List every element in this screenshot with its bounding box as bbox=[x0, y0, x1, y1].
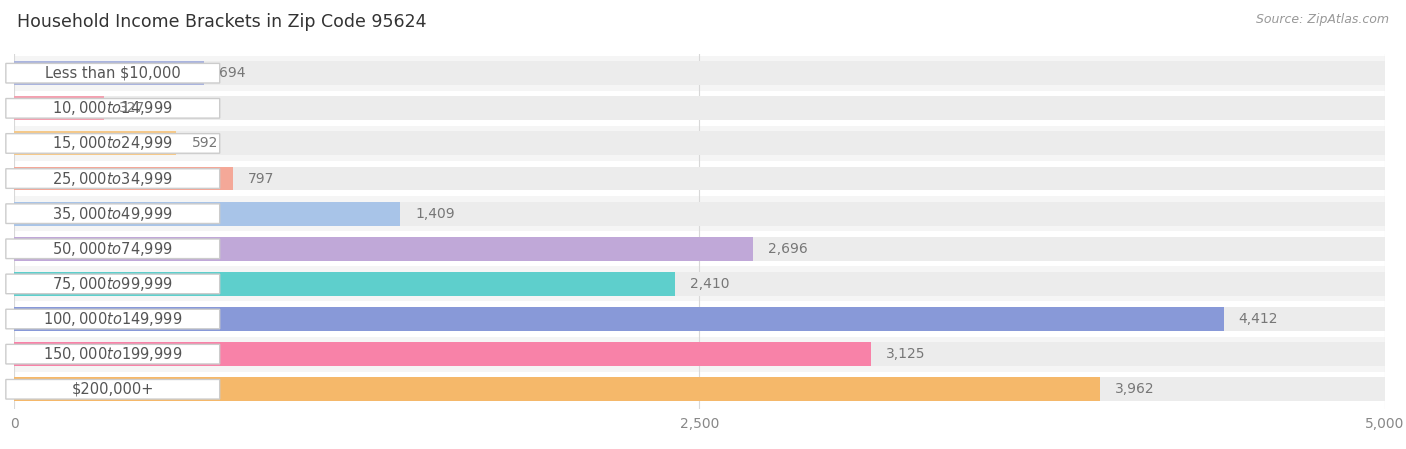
Bar bbox=[14, 61, 1385, 85]
Text: Less than $10,000: Less than $10,000 bbox=[45, 66, 180, 81]
Text: 4,412: 4,412 bbox=[1239, 312, 1278, 326]
FancyBboxPatch shape bbox=[6, 134, 219, 153]
Text: 327: 327 bbox=[118, 101, 145, 115]
Text: $10,000 to $14,999: $10,000 to $14,999 bbox=[52, 99, 173, 117]
Bar bbox=[14, 202, 1385, 225]
Bar bbox=[14, 301, 1385, 337]
Bar bbox=[14, 196, 1385, 231]
Bar bbox=[14, 132, 176, 155]
FancyBboxPatch shape bbox=[6, 239, 219, 259]
FancyBboxPatch shape bbox=[6, 379, 219, 399]
Bar bbox=[14, 377, 1385, 401]
Bar bbox=[14, 266, 1385, 301]
Text: Household Income Brackets in Zip Code 95624: Household Income Brackets in Zip Code 95… bbox=[17, 13, 426, 31]
Bar bbox=[14, 307, 1385, 331]
Bar bbox=[14, 132, 1385, 155]
Bar bbox=[14, 237, 1385, 261]
Text: $25,000 to $34,999: $25,000 to $34,999 bbox=[52, 170, 173, 188]
Text: 2,696: 2,696 bbox=[768, 242, 808, 256]
Text: $50,000 to $74,999: $50,000 to $74,999 bbox=[52, 240, 173, 258]
Text: $15,000 to $24,999: $15,000 to $24,999 bbox=[52, 134, 173, 152]
Bar bbox=[14, 97, 1385, 120]
Bar bbox=[14, 202, 401, 225]
Bar bbox=[14, 272, 675, 296]
Bar bbox=[14, 342, 1385, 366]
Text: Source: ZipAtlas.com: Source: ZipAtlas.com bbox=[1256, 13, 1389, 26]
FancyBboxPatch shape bbox=[6, 309, 219, 329]
Text: 592: 592 bbox=[191, 136, 218, 150]
Bar bbox=[14, 377, 1101, 401]
Text: $35,000 to $49,999: $35,000 to $49,999 bbox=[52, 205, 173, 223]
Bar bbox=[14, 161, 1385, 196]
Bar bbox=[14, 372, 1385, 407]
Text: $200,000+: $200,000+ bbox=[72, 382, 153, 397]
Bar bbox=[14, 97, 104, 120]
Text: 2,410: 2,410 bbox=[690, 277, 730, 291]
Bar bbox=[14, 61, 204, 85]
FancyBboxPatch shape bbox=[6, 169, 219, 188]
FancyBboxPatch shape bbox=[6, 344, 219, 364]
Bar bbox=[14, 126, 1385, 161]
Text: 3,962: 3,962 bbox=[1115, 382, 1154, 396]
Text: 3,125: 3,125 bbox=[886, 347, 925, 361]
Bar bbox=[14, 167, 232, 190]
Bar bbox=[14, 337, 1385, 372]
Bar bbox=[14, 56, 1385, 91]
FancyBboxPatch shape bbox=[6, 63, 219, 83]
Text: 694: 694 bbox=[219, 66, 246, 80]
Text: $100,000 to $149,999: $100,000 to $149,999 bbox=[44, 310, 183, 328]
Bar bbox=[14, 231, 1385, 266]
FancyBboxPatch shape bbox=[6, 204, 219, 224]
Text: 1,409: 1,409 bbox=[415, 207, 456, 220]
Bar bbox=[14, 237, 754, 261]
FancyBboxPatch shape bbox=[6, 274, 219, 294]
Bar bbox=[14, 167, 1385, 190]
Bar bbox=[14, 91, 1385, 126]
FancyBboxPatch shape bbox=[6, 98, 219, 118]
Text: $150,000 to $199,999: $150,000 to $199,999 bbox=[44, 345, 183, 363]
Bar bbox=[14, 307, 1223, 331]
Bar bbox=[14, 272, 1385, 296]
Text: $75,000 to $99,999: $75,000 to $99,999 bbox=[52, 275, 173, 293]
Bar bbox=[14, 342, 870, 366]
Text: 797: 797 bbox=[247, 172, 274, 185]
